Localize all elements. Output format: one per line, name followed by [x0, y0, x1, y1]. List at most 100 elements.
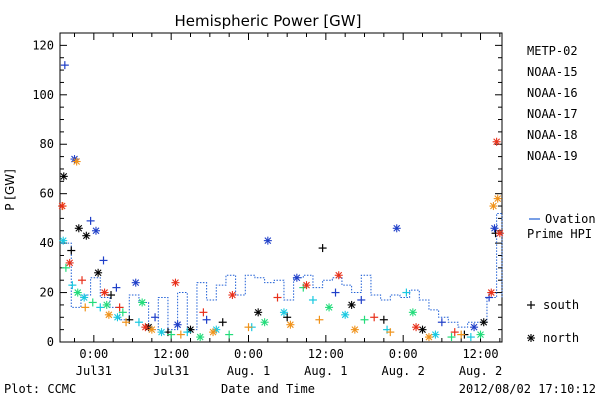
marker-stroke	[477, 331, 484, 338]
x-tick-label-date: Aug. 2	[382, 364, 425, 378]
data-point-noaa-18	[286, 320, 295, 329]
data-point-noaa-19	[115, 303, 124, 312]
data-point-noaa-17	[61, 263, 70, 272]
data-point-noaa-18	[81, 303, 90, 312]
marker-stroke	[229, 291, 236, 299]
x-tick-label-time: 12:00	[462, 347, 498, 361]
data-point-noaa-18	[72, 157, 81, 166]
data-point-noaa-15	[131, 278, 140, 287]
x-tick-label-time: 0:00	[79, 347, 108, 361]
y-tick-label: 20	[40, 286, 54, 300]
data-point-metp-02	[347, 300, 356, 309]
data-point-noaa-16	[279, 308, 288, 317]
marker-stroke	[490, 202, 497, 210]
marker-stroke	[261, 318, 269, 326]
data-point-noaa-17	[447, 333, 456, 342]
data-point-noaa-19	[370, 313, 379, 322]
marker-stroke	[60, 172, 68, 180]
data-point-noaa-15	[490, 224, 499, 233]
data-point-noaa-19	[65, 258, 74, 267]
data-point-noaa-15	[392, 224, 401, 233]
data-point-noaa-15	[331, 288, 340, 297]
data-point-noaa-18	[244, 323, 253, 332]
data-point-noaa-19	[58, 202, 67, 211]
marker-stroke	[75, 224, 83, 232]
marker-stroke	[132, 279, 140, 287]
legend-north-marker	[527, 334, 535, 342]
y-tick-label: 100	[32, 88, 54, 102]
data-point-noaa-17	[476, 330, 485, 339]
marker-stroke	[174, 321, 182, 329]
data-point-noaa-16	[466, 333, 475, 342]
y-tick-label: 0	[47, 335, 54, 349]
legend-item-metp-02: METP-02	[527, 44, 578, 58]
x-tick-label-date: Aug. 1	[304, 364, 347, 378]
data-point-metp-02	[59, 172, 68, 181]
data-point-noaa-16	[134, 318, 143, 327]
x-tick-label-time: 0:00	[389, 347, 418, 361]
marker-stroke	[59, 237, 67, 245]
data-point-noaa-17	[360, 315, 369, 324]
marker-stroke	[196, 333, 204, 341]
data-point-noaa-18	[386, 328, 395, 337]
data-point-noaa-18	[176, 330, 185, 339]
data-point-noaa-18	[147, 325, 156, 334]
marker-stroke	[80, 294, 88, 301]
data-point-metp-02	[479, 318, 488, 327]
marker-stroke	[105, 311, 113, 319]
data-point-noaa-19	[273, 293, 282, 302]
legend-item-noaa-17: NOAA-17	[527, 107, 578, 121]
marker-stroke	[335, 271, 343, 279]
marker-stroke	[73, 158, 81, 165]
data-point-noaa-17	[196, 333, 205, 342]
marker-stroke	[341, 311, 349, 319]
marker-stroke	[493, 138, 501, 146]
marker-stroke	[491, 224, 498, 232]
data-point-noaa-16	[431, 330, 440, 339]
y-axis-label: P [GW]	[3, 169, 17, 211]
marker-stroke	[470, 323, 478, 331]
y-tick-label: 80	[40, 137, 54, 151]
data-point-metp-02	[418, 325, 427, 334]
x-tick-label-date: Jul31	[153, 364, 189, 378]
data-point-noaa-17	[408, 308, 417, 317]
data-point-noaa-16	[80, 293, 89, 302]
data-point-noaa-18	[457, 330, 466, 339]
marker-stroke	[114, 313, 121, 321]
data-point-metp-02	[107, 291, 116, 300]
chart-title: Hemispheric Power [GW]	[175, 12, 362, 30]
data-point-noaa-19	[78, 276, 87, 285]
data-point-noaa-16	[157, 328, 166, 337]
data-point-noaa-17	[260, 318, 269, 327]
data-point-metp-02	[318, 244, 327, 253]
legend-north-label: north	[543, 331, 579, 345]
data-point-noaa-19	[334, 271, 343, 280]
data-point-noaa-18	[122, 318, 131, 327]
marker-stroke	[287, 321, 294, 329]
data-point-noaa-15	[357, 295, 366, 304]
y-tick-label: 60	[40, 187, 54, 201]
marker-stroke	[425, 333, 433, 341]
data-point-noaa-17	[225, 330, 234, 339]
marker-stroke	[527, 334, 535, 342]
x-axis-label: Date and Time	[221, 382, 315, 396]
data-point-noaa-15	[91, 226, 100, 235]
data-point-noaa-16	[59, 236, 68, 245]
marker-stroke	[280, 308, 288, 316]
legend-item-noaa-15: NOAA-15	[527, 65, 578, 79]
data-point-noaa-15	[437, 318, 446, 327]
data-point-noaa-19	[228, 291, 237, 300]
data-point-noaa-19	[302, 281, 311, 290]
data-point-noaa-15	[99, 256, 108, 265]
legend: METP-02 NOAA-15 NOAA-16 NOAA-17 NOAA-18 NOAA-…	[527, 44, 596, 345]
data-point-noaa-15	[470, 323, 479, 332]
data-point-noaa-16	[341, 310, 350, 319]
data-point-noaa-18	[350, 325, 359, 334]
legend-south-marker	[527, 301, 535, 309]
footer-timestamp: 2012/08/02 17:10:12	[459, 382, 596, 396]
marker-stroke	[496, 229, 504, 237]
x-tick-label-date: Aug. 2	[459, 364, 502, 378]
data-point-metp-02	[74, 224, 83, 233]
data-point-noaa-18	[104, 310, 113, 319]
data-point-noaa-19	[492, 137, 501, 146]
